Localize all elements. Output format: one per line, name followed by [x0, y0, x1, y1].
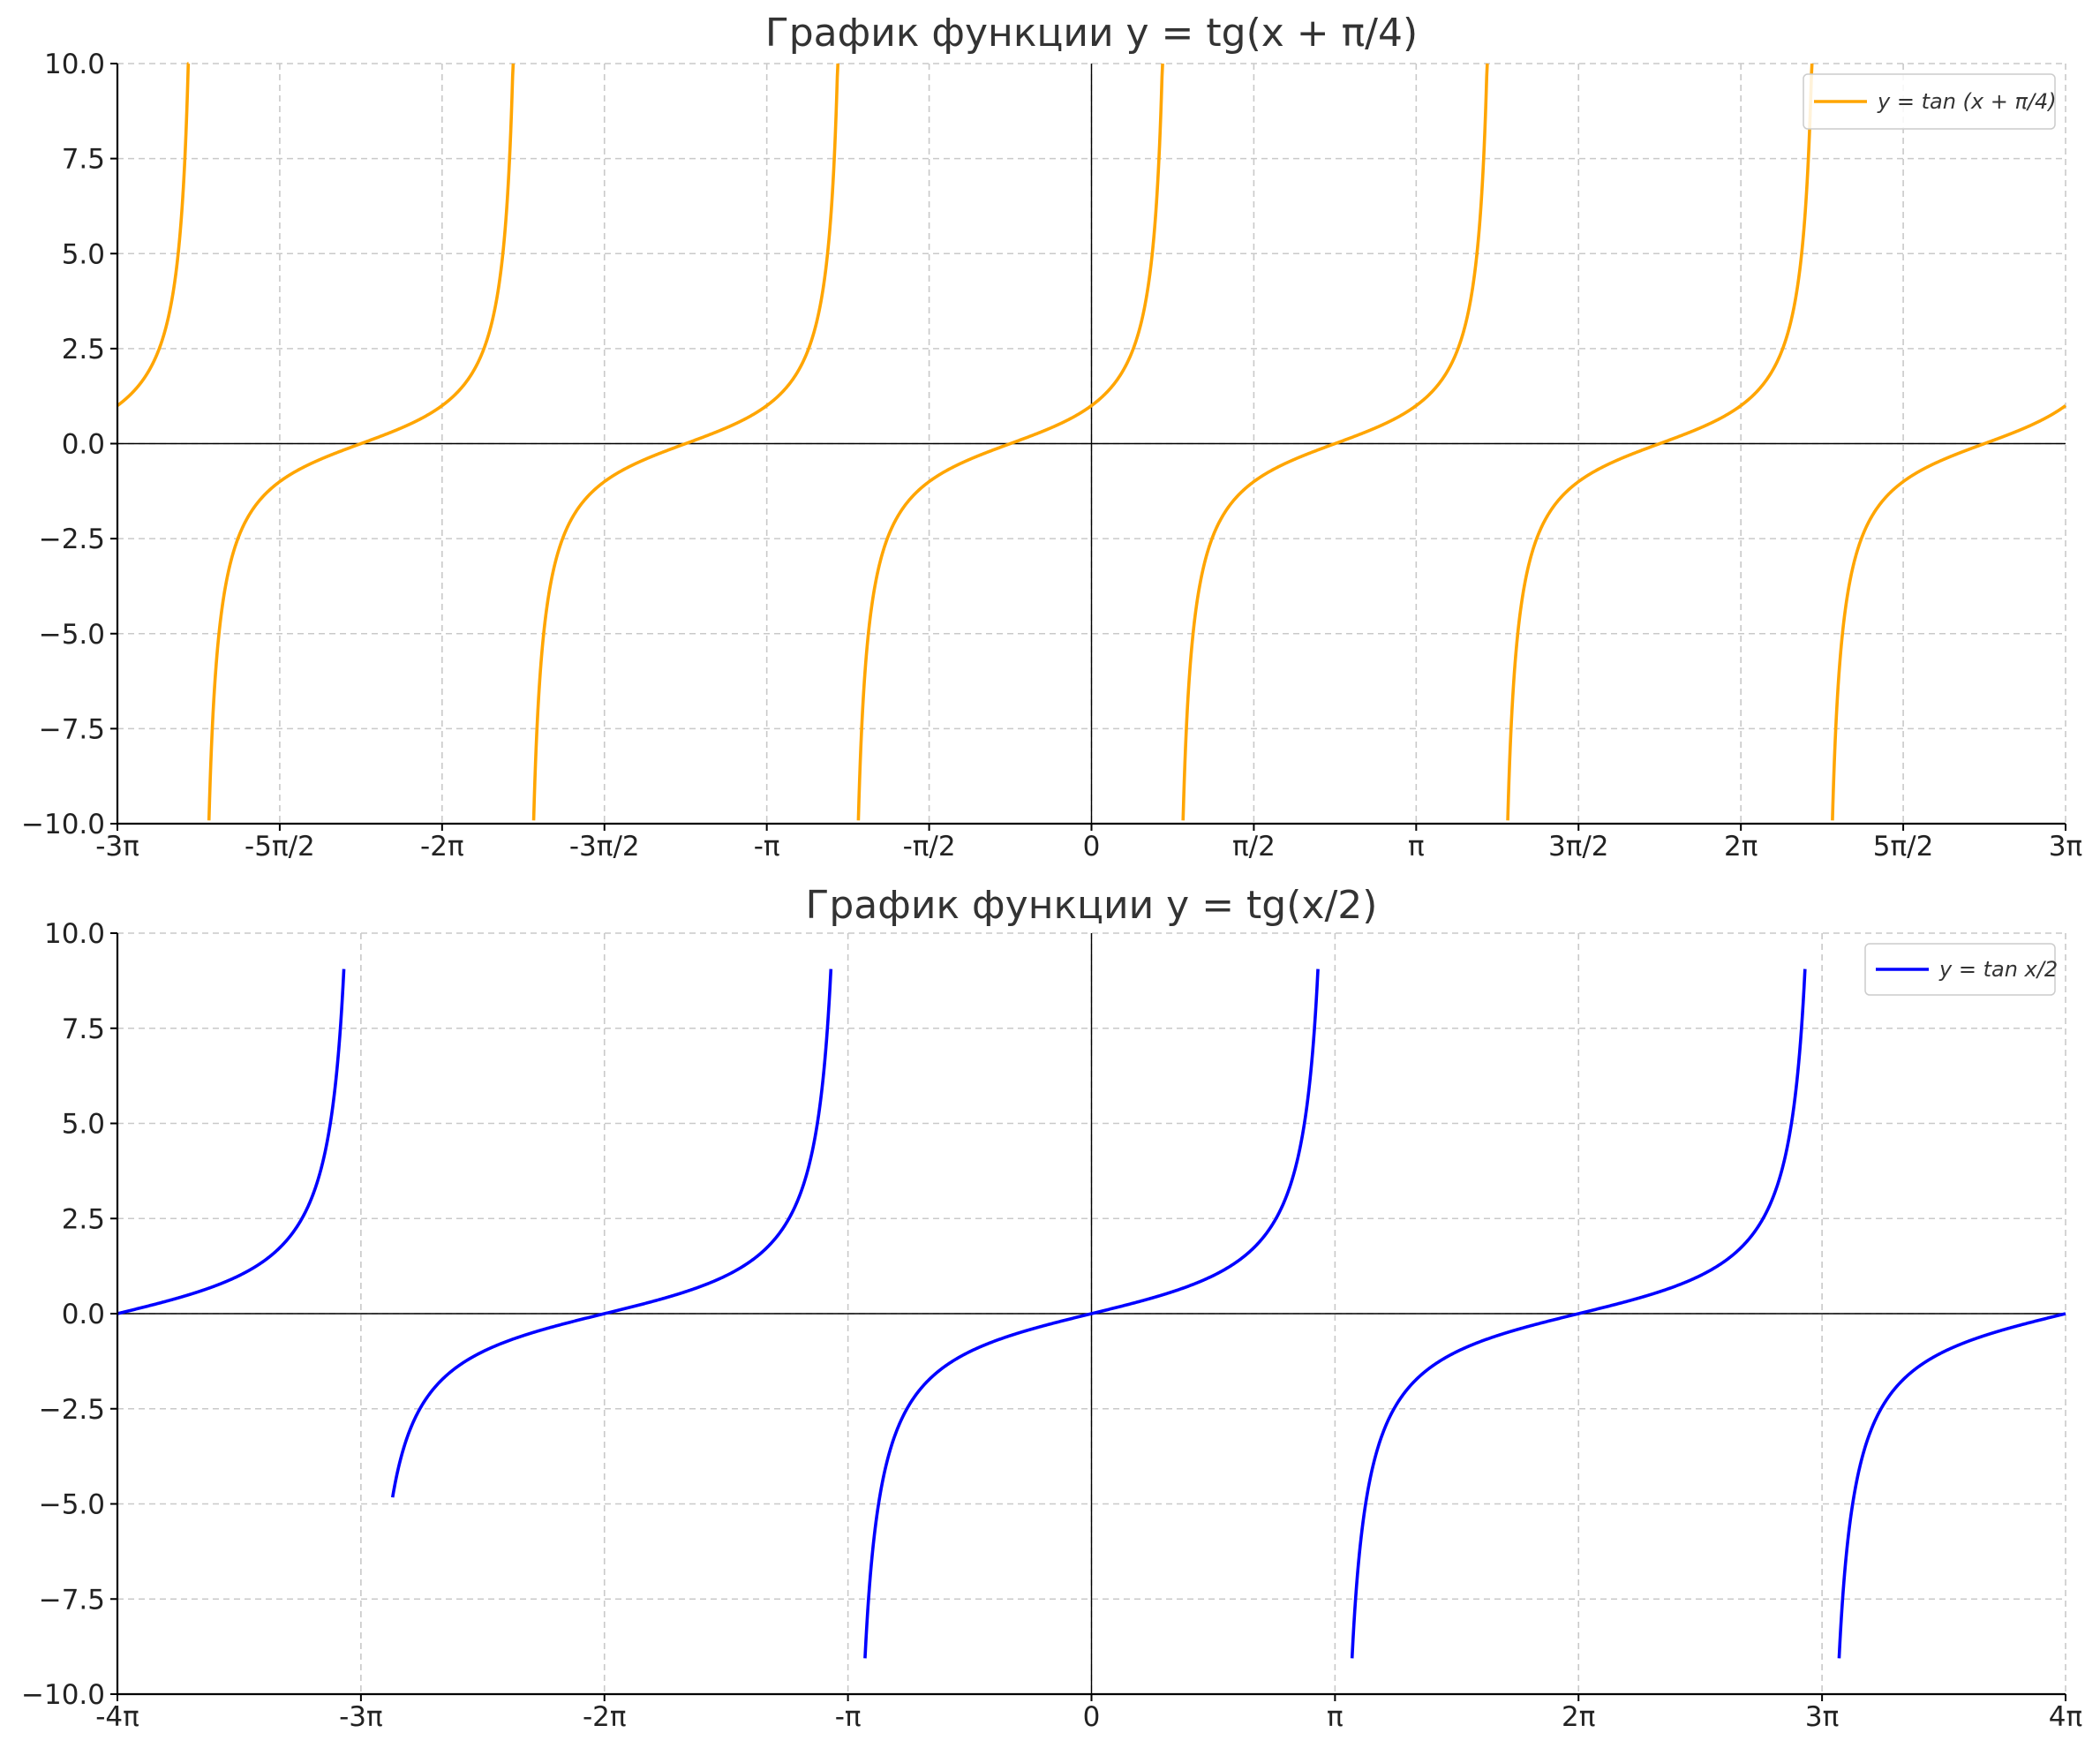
series-1-branch-3	[863, 968, 1320, 1659]
y-tick-label: −10.0	[21, 809, 105, 840]
y-tick-label: −7.5	[39, 1584, 105, 1616]
y-tick-label: −2.5	[39, 1394, 105, 1426]
y-tick-label: −5.0	[39, 1489, 105, 1521]
chart-title: График функции y = tg(x + π/4)	[765, 11, 1418, 56]
legend-label: y = tan x/2	[1938, 957, 2058, 982]
series-1-branch-5	[1837, 1312, 2067, 1659]
chart-panel-1: График функции y = tg(x + π/4) -3π -5π/2 -2…	[21, 11, 2082, 863]
y-tick-label: −5.0	[39, 619, 105, 651]
x-tick-label: -π	[835, 1701, 862, 1733]
legend-box	[1803, 73, 2056, 130]
y-tick-label: −10.0	[21, 1679, 105, 1711]
x-tick-label: -5π/2	[245, 831, 315, 863]
legend: y = tan (x + π/4)	[1803, 73, 2057, 130]
x-tick-label: 3π	[1805, 1701, 1839, 1733]
y-tick-label: 7.5	[62, 1013, 105, 1045]
x-tick-label: π/2	[1232, 831, 1276, 863]
x-tick-label: 3π	[2049, 831, 2082, 863]
series-1-branch-1	[116, 62, 191, 408]
y-tick-label: 7.5	[62, 144, 105, 176]
series-1-branch-2	[390, 968, 833, 1498]
y-tick-label: 10.0	[44, 918, 105, 950]
chart-title: График функции y = tg(x/2)	[806, 883, 1378, 928]
y-tick-label: 2.5	[62, 334, 105, 365]
series-1-branch-4	[1350, 968, 1807, 1659]
y-tick-label: −2.5	[39, 524, 105, 555]
y-tick-label: 5.0	[62, 238, 105, 270]
series-1-branch-7	[1831, 404, 2067, 821]
legend: y = tan x/2	[1864, 943, 2058, 996]
x-tick-label: 4π	[2049, 1701, 2082, 1733]
x-tick-label: -3π	[339, 1701, 383, 1733]
x-tick-label: π	[1408, 831, 1425, 863]
legend-box	[1864, 943, 2056, 996]
x-tick-label: -3π	[95, 831, 139, 863]
x-tick-label: -4π	[95, 1701, 139, 1733]
x-tick-label: 3π/2	[1548, 831, 1609, 863]
x-tick-label: π	[1327, 1701, 1344, 1733]
chart-panel-2: График функции y = tg(x/2) -4π -3π -2π -π 0 π 2…	[21, 883, 2082, 1733]
y-tick-label: −7.5	[39, 713, 105, 745]
x-tick-label: 0	[1083, 1701, 1101, 1733]
y-tick-label: 2.5	[62, 1203, 105, 1235]
legend-label: y = tan (x + π/4)	[1877, 89, 2057, 114]
x-tick-label: -2π	[420, 831, 464, 863]
x-tick-label: -2π	[583, 1701, 627, 1733]
y-tick-label: 10.0	[44, 49, 105, 80]
x-tick-label: 0	[1083, 831, 1101, 863]
y-tick-label: 5.0	[62, 1109, 105, 1141]
series-1-branch-5	[1181, 63, 1489, 821]
series-1-branch-3	[531, 63, 840, 821]
x-tick-label: 2π	[1724, 831, 1758, 863]
series-1-branch-2	[207, 63, 516, 821]
x-tick-label: -π	[754, 831, 780, 863]
y-tick-label: 0.0	[62, 1299, 105, 1330]
y-tick-label: 0.0	[62, 429, 105, 461]
x-tick-label: 5π/2	[1873, 831, 1934, 863]
series-1-branch-6	[1506, 63, 1814, 821]
x-tick-label: -3π/2	[569, 831, 640, 863]
series-1-branch-1	[116, 968, 346, 1315]
x-tick-label: -π/2	[903, 831, 956, 863]
x-tick-label: 2π	[1562, 1701, 1595, 1733]
series-1-branch-4	[856, 63, 1164, 821]
